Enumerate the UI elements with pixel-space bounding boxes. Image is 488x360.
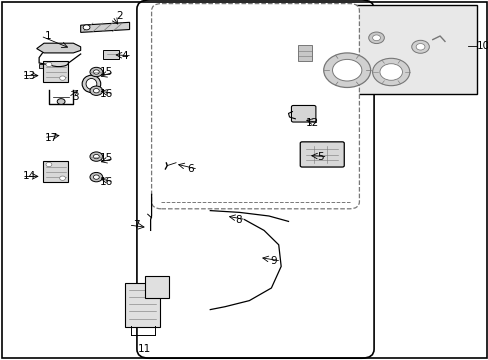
- Circle shape: [372, 35, 380, 41]
- Circle shape: [323, 53, 370, 87]
- Text: 6: 6: [187, 164, 194, 174]
- Circle shape: [90, 86, 102, 95]
- Text: 13: 13: [22, 71, 36, 81]
- Circle shape: [83, 25, 90, 30]
- Text: 16: 16: [100, 177, 113, 187]
- Text: 15: 15: [100, 153, 113, 163]
- Circle shape: [60, 176, 65, 180]
- Circle shape: [60, 76, 65, 80]
- Ellipse shape: [86, 78, 97, 89]
- Circle shape: [93, 154, 99, 159]
- Circle shape: [93, 70, 99, 74]
- Circle shape: [411, 40, 428, 53]
- Circle shape: [90, 172, 102, 182]
- Text: 7: 7: [132, 220, 139, 230]
- Circle shape: [332, 59, 361, 81]
- FancyBboxPatch shape: [144, 276, 168, 298]
- FancyBboxPatch shape: [125, 283, 160, 327]
- Text: 2: 2: [116, 11, 123, 21]
- Text: 15: 15: [100, 67, 113, 77]
- Circle shape: [368, 32, 384, 44]
- FancyBboxPatch shape: [291, 105, 315, 122]
- Circle shape: [46, 62, 52, 67]
- Circle shape: [90, 67, 102, 77]
- FancyBboxPatch shape: [300, 142, 344, 167]
- Bar: [43, 161, 68, 182]
- Bar: [298, 45, 311, 61]
- Bar: [39, 64, 51, 68]
- Text: 17: 17: [44, 132, 58, 143]
- Text: 1: 1: [44, 31, 51, 41]
- Bar: [290, 5, 476, 94]
- Text: 12: 12: [305, 118, 318, 128]
- Polygon shape: [37, 43, 81, 53]
- Text: 8: 8: [235, 215, 242, 225]
- FancyBboxPatch shape: [137, 0, 373, 358]
- Polygon shape: [81, 22, 129, 32]
- Circle shape: [57, 99, 65, 104]
- Circle shape: [93, 175, 99, 179]
- Circle shape: [415, 44, 424, 50]
- Circle shape: [379, 64, 402, 80]
- Ellipse shape: [82, 75, 101, 93]
- Circle shape: [90, 152, 102, 161]
- Text: 10: 10: [476, 41, 488, 51]
- Text: 9: 9: [270, 256, 277, 266]
- FancyBboxPatch shape: [103, 50, 119, 59]
- Circle shape: [372, 58, 409, 86]
- Text: 3: 3: [72, 92, 79, 102]
- Circle shape: [93, 89, 99, 93]
- Text: 11: 11: [137, 344, 151, 354]
- Text: 16: 16: [100, 89, 113, 99]
- Bar: [43, 61, 68, 82]
- Circle shape: [46, 162, 52, 167]
- Text: 14: 14: [22, 171, 36, 181]
- FancyBboxPatch shape: [151, 4, 359, 209]
- Text: 5: 5: [316, 152, 323, 162]
- Text: 4: 4: [121, 51, 128, 61]
